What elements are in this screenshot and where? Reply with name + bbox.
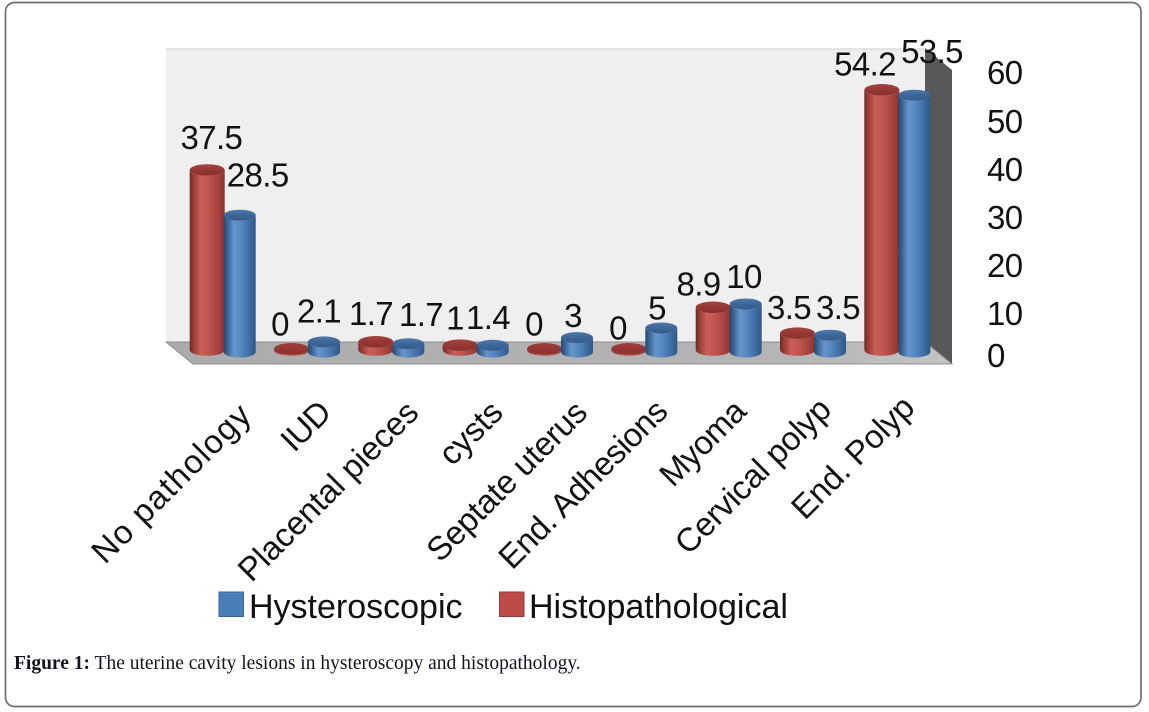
svg-text:1.7: 1.7 (399, 296, 443, 333)
svg-text:40: 40 (987, 151, 1023, 188)
svg-text:10: 10 (987, 295, 1023, 332)
svg-text:1: 1 (446, 300, 464, 337)
svg-text:0: 0 (987, 337, 1005, 374)
svg-text:Histopathological: Histopathological (529, 588, 788, 626)
svg-text:1.4: 1.4 (466, 299, 510, 336)
svg-text:30: 30 (987, 199, 1023, 236)
svg-text:1.7: 1.7 (349, 295, 393, 332)
svg-text:20: 20 (987, 247, 1023, 284)
svg-text:60: 60 (987, 54, 1023, 91)
svg-text:37.5: 37.5 (180, 119, 242, 156)
svg-text:3.5: 3.5 (767, 289, 811, 326)
svg-text:0: 0 (271, 306, 289, 343)
svg-text:0: 0 (525, 306, 543, 343)
svg-text:50: 50 (987, 103, 1023, 140)
svg-text:5: 5 (648, 290, 666, 327)
svg-text:10: 10 (726, 258, 762, 295)
svg-text:54.2: 54.2 (834, 46, 896, 83)
svg-text:3.5: 3.5 (816, 289, 860, 326)
svg-text:53.5: 53.5 (901, 33, 963, 70)
svg-text:Hysteroscopic: Hysteroscopic (249, 588, 463, 626)
svg-text:0: 0 (609, 310, 627, 347)
svg-text:2.1: 2.1 (297, 293, 341, 330)
svg-text:28.5: 28.5 (227, 157, 289, 194)
svg-text:Figure 1: The uterine cavity l: Figure 1: The uterine cavity lesions in … (14, 653, 581, 674)
svg-text:8.9: 8.9 (676, 266, 720, 303)
svg-text:3: 3 (564, 297, 582, 334)
